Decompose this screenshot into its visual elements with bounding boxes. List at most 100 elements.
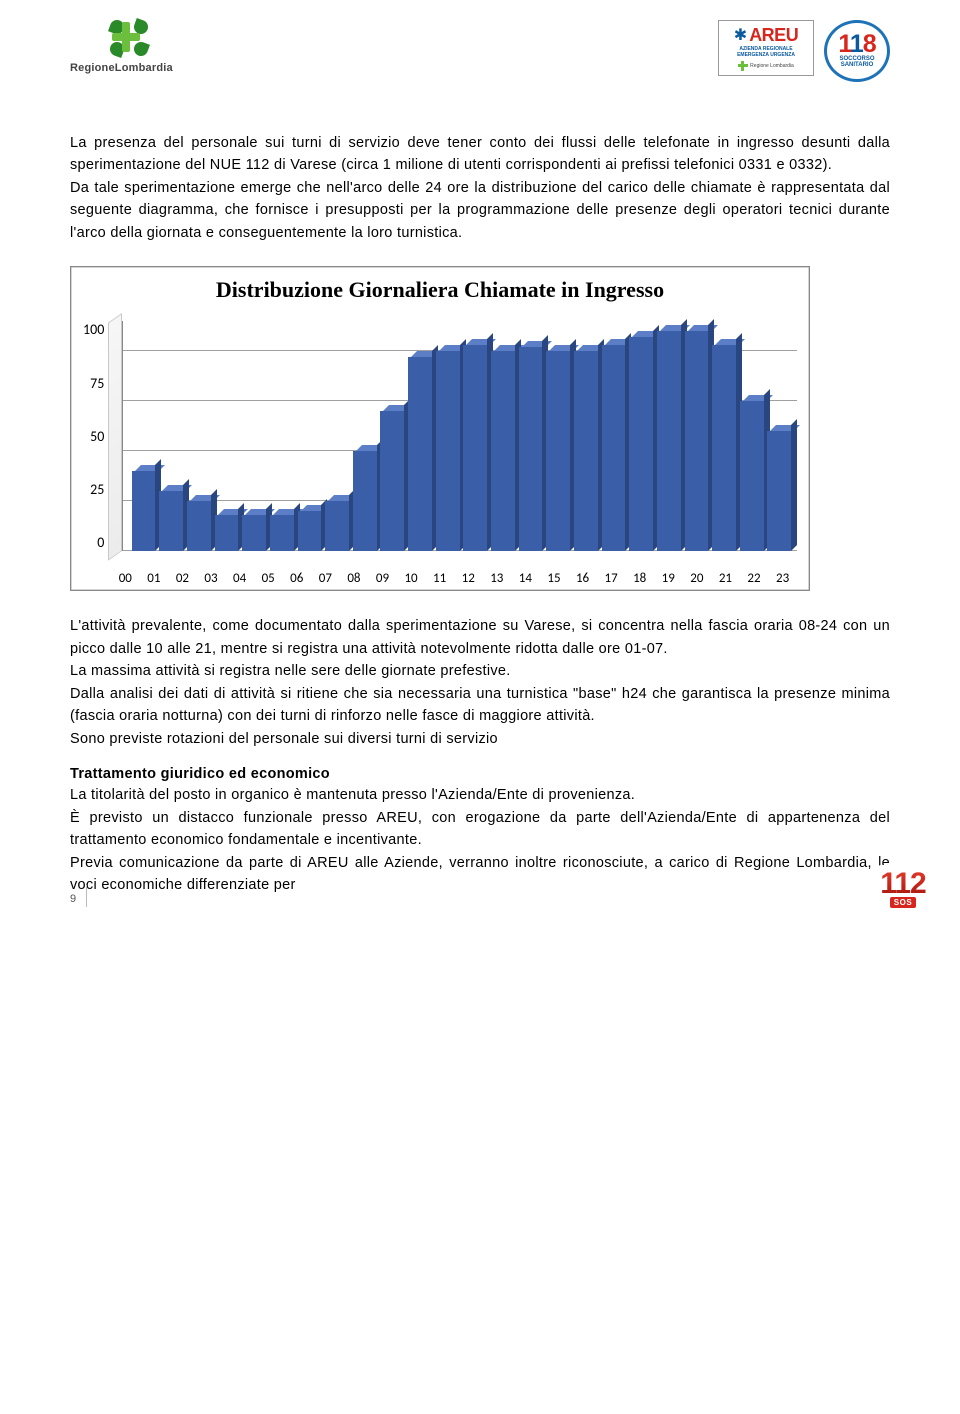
bar <box>546 351 570 551</box>
x-tick: 07 <box>311 571 340 586</box>
x-tick: 15 <box>540 571 569 586</box>
x-tick: 19 <box>654 571 683 586</box>
x-tick: 06 <box>282 571 311 586</box>
paragraph-9: Previa comunicazione da parte di AREU al… <box>70 852 890 897</box>
bar-group <box>130 471 158 551</box>
bar <box>436 351 460 551</box>
bar-group <box>240 515 268 551</box>
bar <box>408 357 432 551</box>
x-tick: 10 <box>397 571 426 586</box>
footer-rule <box>86 885 87 907</box>
paragraph-5: Dalla analisi dei dati di attività si ri… <box>70 683 890 728</box>
bar-group <box>710 345 738 551</box>
x-tick: 01 <box>140 571 169 586</box>
bar <box>767 431 791 551</box>
paragraph-3: L'attività prevalente, come documentato … <box>70 615 890 660</box>
bar-group <box>434 351 462 551</box>
areu-regione-text: Regione Lombardia <box>750 63 794 69</box>
chart-3d-wall <box>108 313 122 561</box>
x-tick: 08 <box>340 571 369 586</box>
bar <box>159 491 183 551</box>
areu-text: AREU <box>749 25 798 46</box>
paragraph-6: Sono previste rotazioni del personale su… <box>70 728 890 750</box>
page-header: RegioneLombardia ✱ AREU AZIENDA REGIONAL… <box>70 20 890 82</box>
paragraph-8: È previsto un distacco funzionale presso… <box>70 807 890 852</box>
section-heading: Trattamento giuridico ed economico <box>70 766 890 782</box>
bar <box>602 345 626 551</box>
bar <box>574 351 598 551</box>
sos-label: SOS <box>890 897 916 908</box>
chart-title: Distribuzione Giornaliera Chiamate in In… <box>83 277 797 303</box>
bar-group <box>185 501 213 551</box>
bar-group <box>268 515 296 551</box>
x-tick: 16 <box>568 571 597 586</box>
chart-x-axis: 0001020304050607080910111213141516171819… <box>111 571 797 586</box>
bar <box>380 411 404 551</box>
x-tick: 05 <box>254 571 283 586</box>
bar <box>463 345 487 551</box>
bar-group <box>572 351 600 551</box>
sos-number: 112 <box>880 871 925 897</box>
bar-group <box>351 451 379 551</box>
x-tick: 23 <box>768 571 797 586</box>
bar-group <box>627 337 655 551</box>
bar-group <box>655 331 683 551</box>
bar-group <box>489 351 517 551</box>
bar-group <box>517 347 545 551</box>
page-footer: 9 <box>70 885 87 907</box>
x-tick: 13 <box>483 571 512 586</box>
bar <box>629 337 653 551</box>
x-tick: 17 <box>597 571 626 586</box>
x-tick: 09 <box>368 571 397 586</box>
lombardia-rose-icon <box>110 20 154 60</box>
areu-star-icon: ✱ <box>734 28 747 44</box>
s118-subtitle: SOCCORSOSANITARIO <box>839 56 874 69</box>
x-tick: 03 <box>197 571 226 586</box>
bar-group <box>738 401 766 551</box>
bar <box>657 331 681 551</box>
bar-group <box>544 351 572 551</box>
bar <box>740 401 764 551</box>
bar <box>187 501 211 551</box>
analysis-text: L'attività prevalente, come documentato … <box>70 615 890 896</box>
page-number: 9 <box>70 893 80 907</box>
x-tick: 04 <box>225 571 254 586</box>
x-tick: 20 <box>683 571 712 586</box>
bar-group <box>600 345 628 551</box>
bar <box>132 471 156 551</box>
bar-group <box>157 491 185 551</box>
bar <box>298 511 322 551</box>
bar <box>353 451 377 551</box>
bar-group <box>379 411 407 551</box>
bar-group <box>213 515 241 551</box>
bar <box>270 515 294 551</box>
paragraph-1: La presenza del personale sui turni di s… <box>70 132 890 177</box>
daily-calls-chart: Distribuzione Giornaliera Chiamate in In… <box>70 266 810 591</box>
header-right-logos: ✱ AREU AZIENDA REGIONALEEMERGENZA URGENZ… <box>718 20 890 82</box>
x-tick: 18 <box>625 571 654 586</box>
sos-112-badge: 112 SOS <box>874 865 932 915</box>
bar-group <box>296 511 324 551</box>
x-tick: 12 <box>454 571 483 586</box>
paragraph-7: La titolarità del posto in organico è ma… <box>70 784 890 806</box>
x-tick: 00 <box>111 571 140 586</box>
areu-subtitle: AZIENDA REGIONALEEMERGENZA URGENZA <box>737 47 795 58</box>
bar-group <box>323 501 351 551</box>
chart-bars <box>130 321 793 551</box>
areu-logo: ✱ AREU AZIENDA REGIONALEEMERGENZA URGENZ… <box>718 20 814 76</box>
chart-plot-area <box>122 321 797 569</box>
intro-text: La presenza del personale sui turni di s… <box>70 132 890 244</box>
s118-number: 118 <box>838 33 875 56</box>
x-tick: 14 <box>511 571 540 586</box>
bar <box>242 515 266 551</box>
green-cross-icon <box>738 61 748 71</box>
bar-group <box>683 331 711 551</box>
bar <box>325 501 349 551</box>
paragraph-4: La massima attività si registra nelle se… <box>70 660 890 682</box>
soccorso-118-logo: 118 SOCCORSOSANITARIO <box>824 20 890 82</box>
regione-lombardia-text: RegioneLombardia <box>70 62 173 74</box>
bar-group <box>765 431 793 551</box>
bar <box>491 351 515 551</box>
x-tick: 11 <box>425 571 454 586</box>
bar-group <box>461 345 489 551</box>
